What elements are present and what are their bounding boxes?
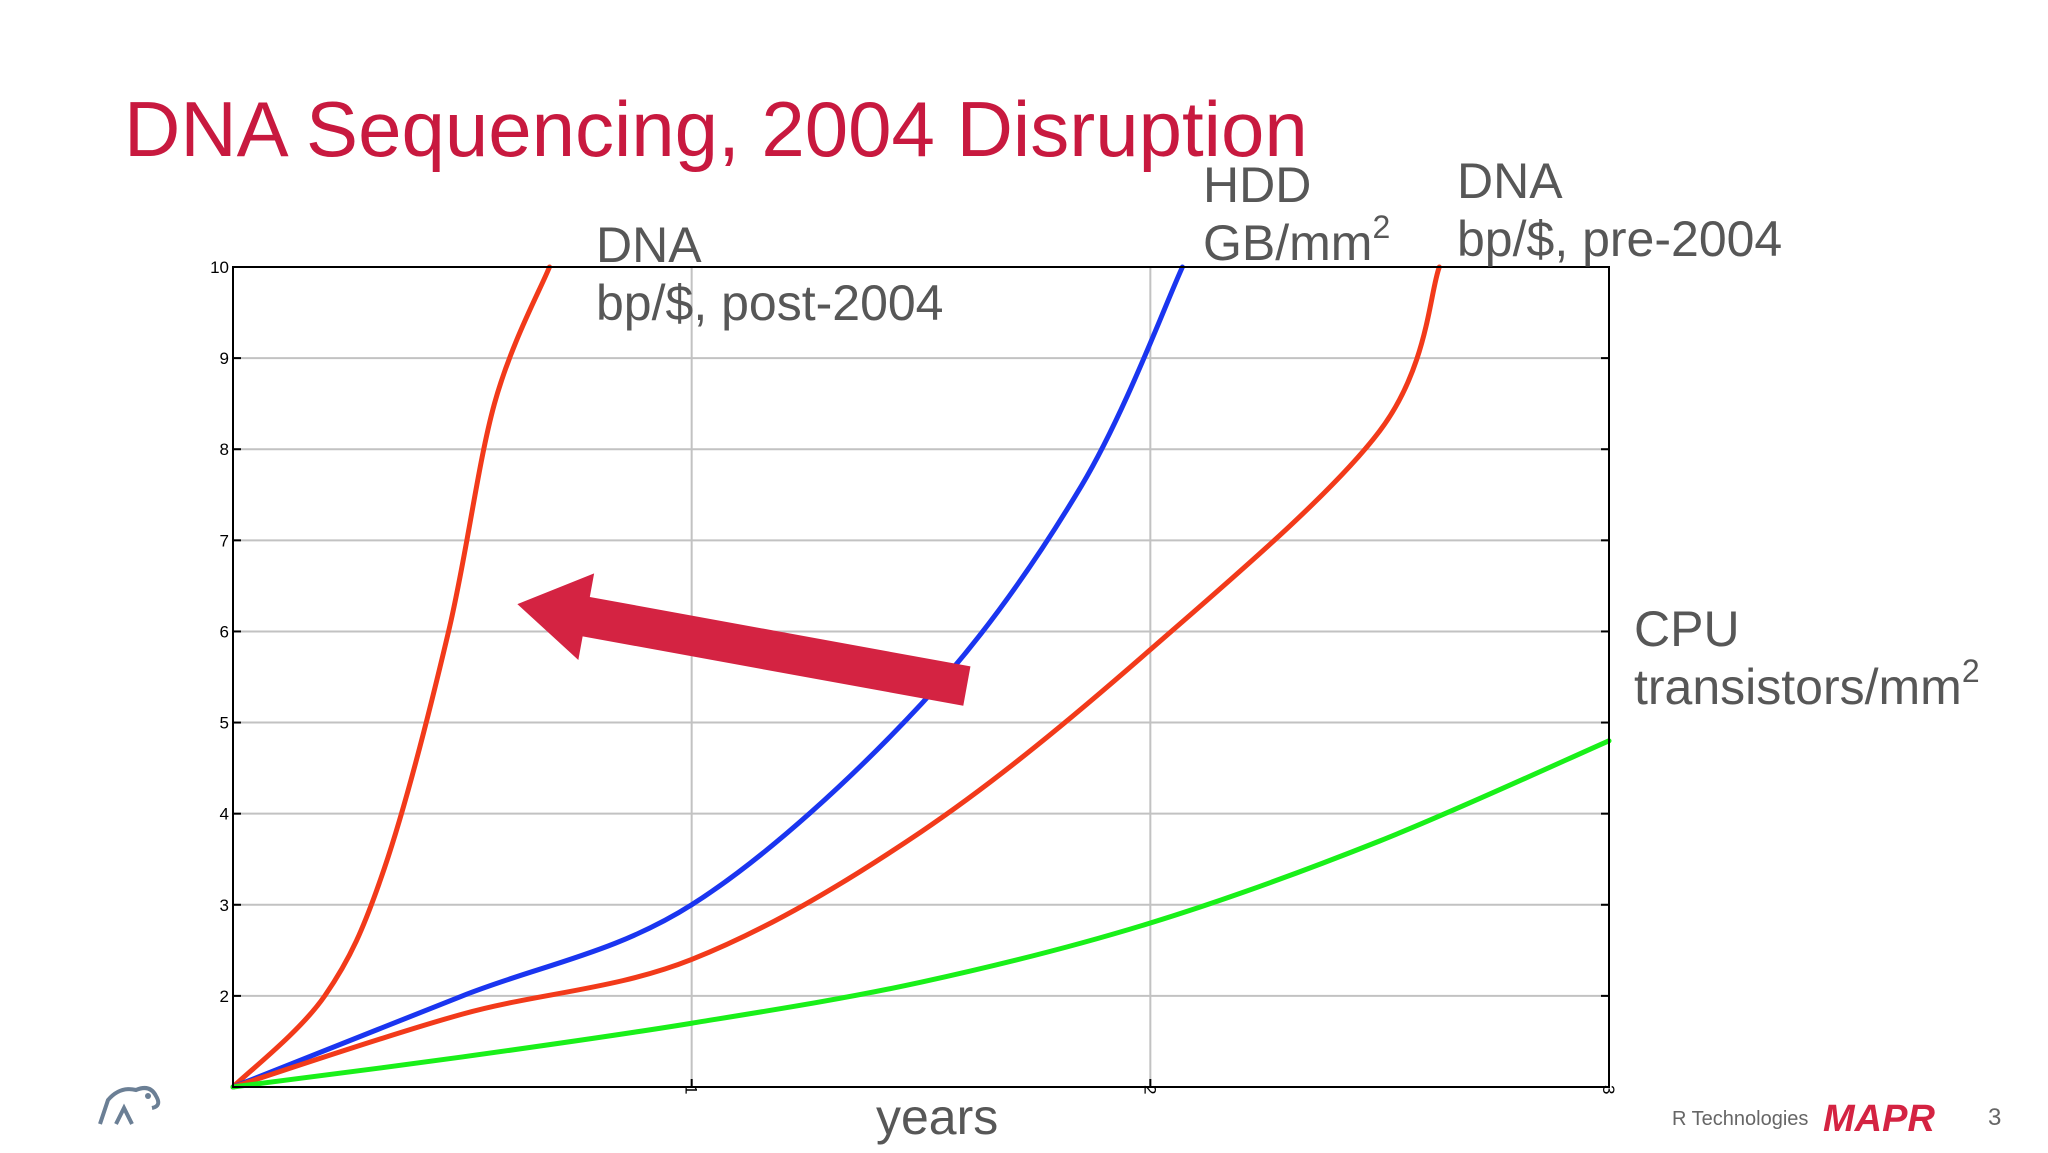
mapr-logo: MAPR — [1823, 1098, 1935, 1138]
elephant-mascot-icon — [98, 1086, 161, 1125]
chart-tick-labels: 2 3 4 5 6 7 8 9 10 1 2 3 — [210, 258, 1618, 1094]
x-axis-label: years — [876, 1089, 999, 1145]
slide-title: DNA Sequencing, 2004 Disruption — [124, 85, 1308, 173]
footer-company: R Technologies — [1672, 1108, 1809, 1130]
tick-label-x: 1 — [682, 1085, 701, 1094]
series-line-dna-post — [230, 264, 552, 1090]
series-line-hdd — [230, 264, 1185, 1090]
tick-label-y: 8 — [220, 440, 229, 459]
series-line-dna-pre — [230, 264, 1442, 1090]
series-label-dna-post-2004: DNA bp/$, post-2004 — [596, 217, 944, 331]
plot-area — [232, 266, 1610, 1088]
tick-label-x: 2 — [1140, 1085, 1159, 1094]
series-label-hdd: HDD GB/mm2 — [1203, 157, 1391, 271]
disruption-arrow — [517, 573, 971, 706]
tick-label-y: 6 — [220, 622, 229, 641]
series-label-dna-pre-2004: DNA bp/$, pre-2004 — [1457, 153, 1783, 267]
tick-label-y: 5 — [220, 714, 229, 733]
tick-label-y: 9 — [220, 349, 229, 368]
series-line-cpu — [230, 738, 1612, 1090]
chart-series — [230, 264, 1612, 1090]
tick-label-y: 10 — [210, 258, 229, 277]
tick-label-y: 2 — [220, 987, 229, 1006]
tick-label-y: 4 — [220, 805, 229, 824]
tick-label-y: 3 — [220, 896, 229, 915]
svg-text:MAPR: MAPR — [1823, 1098, 1935, 1138]
tick-label-y: 7 — [220, 531, 229, 550]
page-number: 3 — [1988, 1104, 2002, 1131]
tick-label-x: 3 — [1599, 1085, 1618, 1094]
series-label-cpu: CPU transistors/mm2 — [1634, 601, 1980, 715]
chart-annotations — [517, 573, 971, 706]
